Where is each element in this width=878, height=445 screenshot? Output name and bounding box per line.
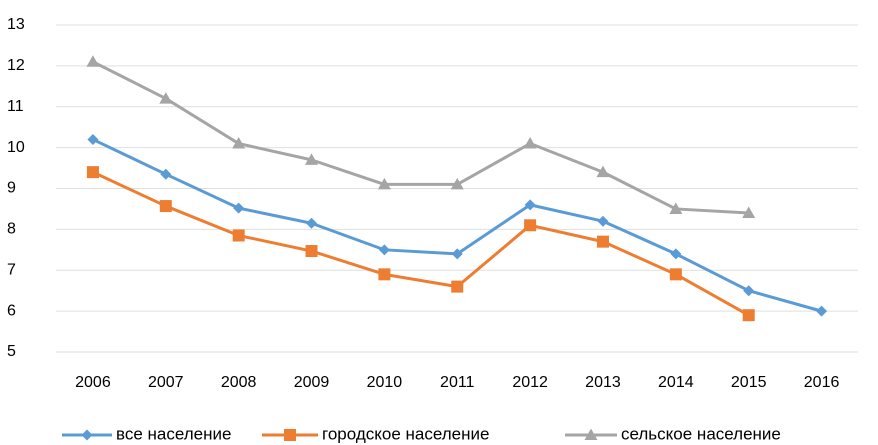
legend-label: сельское население — [621, 424, 781, 443]
data-point — [524, 199, 536, 211]
data-point — [743, 285, 755, 297]
data-point — [524, 219, 537, 232]
x-tick-label: 2016 — [804, 374, 840, 391]
y-tick-label: 11 — [7, 98, 24, 115]
data-point — [159, 92, 173, 104]
legend-marker — [284, 429, 296, 441]
legend-marker — [81, 429, 93, 441]
y-tick-label: 6 — [7, 302, 16, 319]
x-tick-label: 2008 — [221, 374, 257, 391]
data-point — [306, 217, 318, 229]
x-tick-label: 2014 — [658, 374, 694, 391]
data-point — [159, 200, 172, 213]
data-point — [451, 280, 464, 293]
y-tick-label: 9 — [7, 180, 16, 197]
data-point — [378, 244, 390, 256]
data-point — [669, 202, 683, 214]
data-point — [742, 206, 756, 219]
series-line — [92, 60, 749, 215]
data-point — [523, 137, 537, 149]
x-tick-label: 2009 — [294, 374, 330, 391]
y-tick-label: 13 — [7, 16, 25, 33]
data-point — [450, 177, 464, 190]
data-point — [597, 215, 609, 227]
y-tick-label: 10 — [7, 139, 25, 156]
data-point — [377, 177, 391, 190]
data-point — [596, 235, 609, 248]
data-point — [87, 133, 99, 145]
data-point — [86, 55, 100, 67]
data-point — [232, 137, 246, 149]
legend-label: городское население — [322, 424, 489, 443]
x-tick-label: 2007 — [148, 374, 184, 391]
data-point — [233, 202, 245, 214]
x-tick-label: 2012 — [512, 374, 548, 391]
x-tick-label: 2013 — [585, 374, 621, 391]
data-point — [160, 168, 172, 180]
data-point — [669, 268, 682, 281]
data-point — [451, 248, 463, 260]
data-point — [305, 245, 318, 258]
y-tick-label: 8 — [7, 221, 16, 238]
data-point — [816, 305, 828, 317]
data-point — [596, 165, 610, 178]
legend-marker — [584, 428, 598, 440]
legend-label: все население — [116, 424, 231, 443]
data-point — [232, 229, 245, 242]
x-tick-label: 2006 — [75, 374, 111, 391]
x-tick-label: 2011 — [440, 374, 475, 391]
series-line — [92, 170, 750, 317]
y-tick-label: 5 — [7, 343, 16, 360]
data-point — [378, 268, 391, 281]
y-tick-label: 7 — [7, 261, 16, 278]
data-point — [86, 166, 99, 179]
data-point — [670, 248, 682, 260]
data-point — [305, 153, 319, 165]
y-tick-label: 12 — [7, 57, 25, 74]
x-tick-label: 2015 — [731, 374, 767, 391]
data-point — [742, 309, 755, 322]
x-tick-label: 2010 — [367, 374, 403, 391]
